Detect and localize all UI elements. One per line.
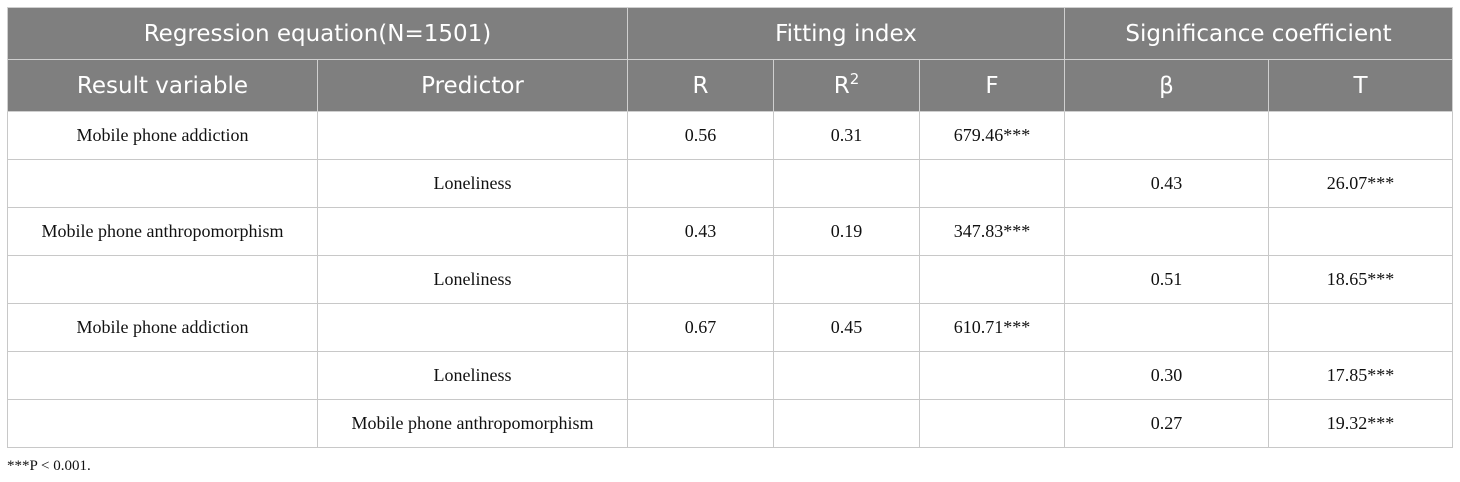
cell-predictor (317, 303, 628, 352)
cell-predictor: Loneliness (317, 255, 628, 304)
cell-f: 610.71*** (918, 303, 1066, 352)
cell-r2: 0.19 (773, 207, 920, 256)
cell-f: 679.46*** (918, 111, 1066, 160)
cell-r (627, 351, 774, 400)
cell-beta: 0.51 (1064, 255, 1270, 304)
header-result-variable: Result variable (7, 59, 318, 112)
cell-beta: 0.30 (1064, 351, 1270, 400)
regression-table: Regression equation(N=1501) Fitting inde… (7, 7, 1454, 448)
cell-f (918, 351, 1066, 400)
cell-predictor: Loneliness (317, 351, 628, 400)
cell-beta: 0.43 (1064, 159, 1270, 208)
cell-t: 26.07*** (1268, 159, 1454, 208)
header-beta: β (1064, 59, 1270, 112)
table-body: Mobile phone addiction 0.56 0.31 679.46*** L… (7, 111, 1454, 448)
header-group-row: Regression equation(N=1501) Fitting inde… (7, 7, 1454, 60)
cell-t (1268, 303, 1454, 352)
header-r: R (627, 59, 774, 112)
cell-r: 0.67 (627, 303, 774, 352)
cell-r (627, 399, 774, 448)
header-r-squared-exponent: 2 (849, 69, 860, 88)
cell-r (627, 255, 774, 304)
cell-predictor: Mobile phone anthropomorphism (317, 399, 628, 448)
header-f: F (918, 59, 1066, 112)
cell-r2 (773, 399, 920, 448)
cell-predictor (317, 111, 628, 160)
footnote: ***P < 0.001. (7, 458, 91, 474)
cell-r2 (773, 351, 920, 400)
cell-f (918, 255, 1066, 304)
header-significance-coefficient: Significance coefficient (1064, 7, 1454, 60)
cell-f (918, 159, 1066, 208)
cell-t (1268, 207, 1454, 256)
cell-r: 0.43 (627, 207, 774, 256)
cell-beta (1064, 111, 1270, 160)
cell-r: 0.56 (627, 111, 774, 160)
cell-beta (1064, 303, 1270, 352)
table-row: Mobile phone anthropomorphism 0.43 0.19 347… (7, 207, 1454, 256)
table-row: Loneliness 0.43 26.07*** (7, 159, 1454, 208)
cell-result: Mobile phone anthropomorphism (7, 207, 318, 256)
cell-result (7, 159, 318, 208)
header-r-squared-base: R (833, 72, 850, 99)
table-row: Mobile phone anthropomorphism 0.27 19.32**… (7, 399, 1454, 448)
cell-predictor: Loneliness (317, 159, 628, 208)
header-predictor: Predictor (317, 59, 628, 112)
table-row: Mobile phone addiction 0.56 0.31 679.46*** (7, 111, 1454, 160)
cell-predictor (317, 207, 628, 256)
cell-r2: 0.31 (773, 111, 920, 160)
cell-r2 (773, 255, 920, 304)
cell-r2 (773, 159, 920, 208)
header-fitting-index: Fitting index (626, 7, 1066, 60)
cell-f: 347.83*** (918, 207, 1066, 256)
header-regression-equation: Regression equation(N=1501) (7, 7, 628, 60)
cell-r2: 0.45 (773, 303, 920, 352)
table-row: Mobile phone addiction 0.67 0.45 610.71*** (7, 303, 1454, 352)
cell-beta: 0.27 (1064, 399, 1270, 448)
cell-result (7, 255, 318, 304)
cell-result (7, 399, 318, 448)
regression-table-container: Regression equation(N=1501) Fitting inde… (7, 7, 1454, 448)
cell-r (627, 159, 774, 208)
header-column-row: Result variable Predictor R R2 F β T (7, 59, 1454, 112)
cell-t: 19.32*** (1268, 399, 1454, 448)
cell-result (7, 351, 318, 400)
header-r-squared: R2 (773, 59, 920, 112)
cell-result: Mobile phone addiction (7, 303, 318, 352)
header-t: T (1268, 59, 1454, 112)
cell-result: Mobile phone addiction (7, 111, 318, 160)
cell-beta (1064, 207, 1270, 256)
cell-t: 18.65*** (1268, 255, 1454, 304)
cell-t: 17.85*** (1268, 351, 1454, 400)
cell-t (1268, 111, 1454, 160)
table-row: Loneliness 0.30 17.85*** (7, 351, 1454, 400)
cell-f (918, 399, 1066, 448)
table-row: Loneliness 0.51 18.65*** (7, 255, 1454, 304)
